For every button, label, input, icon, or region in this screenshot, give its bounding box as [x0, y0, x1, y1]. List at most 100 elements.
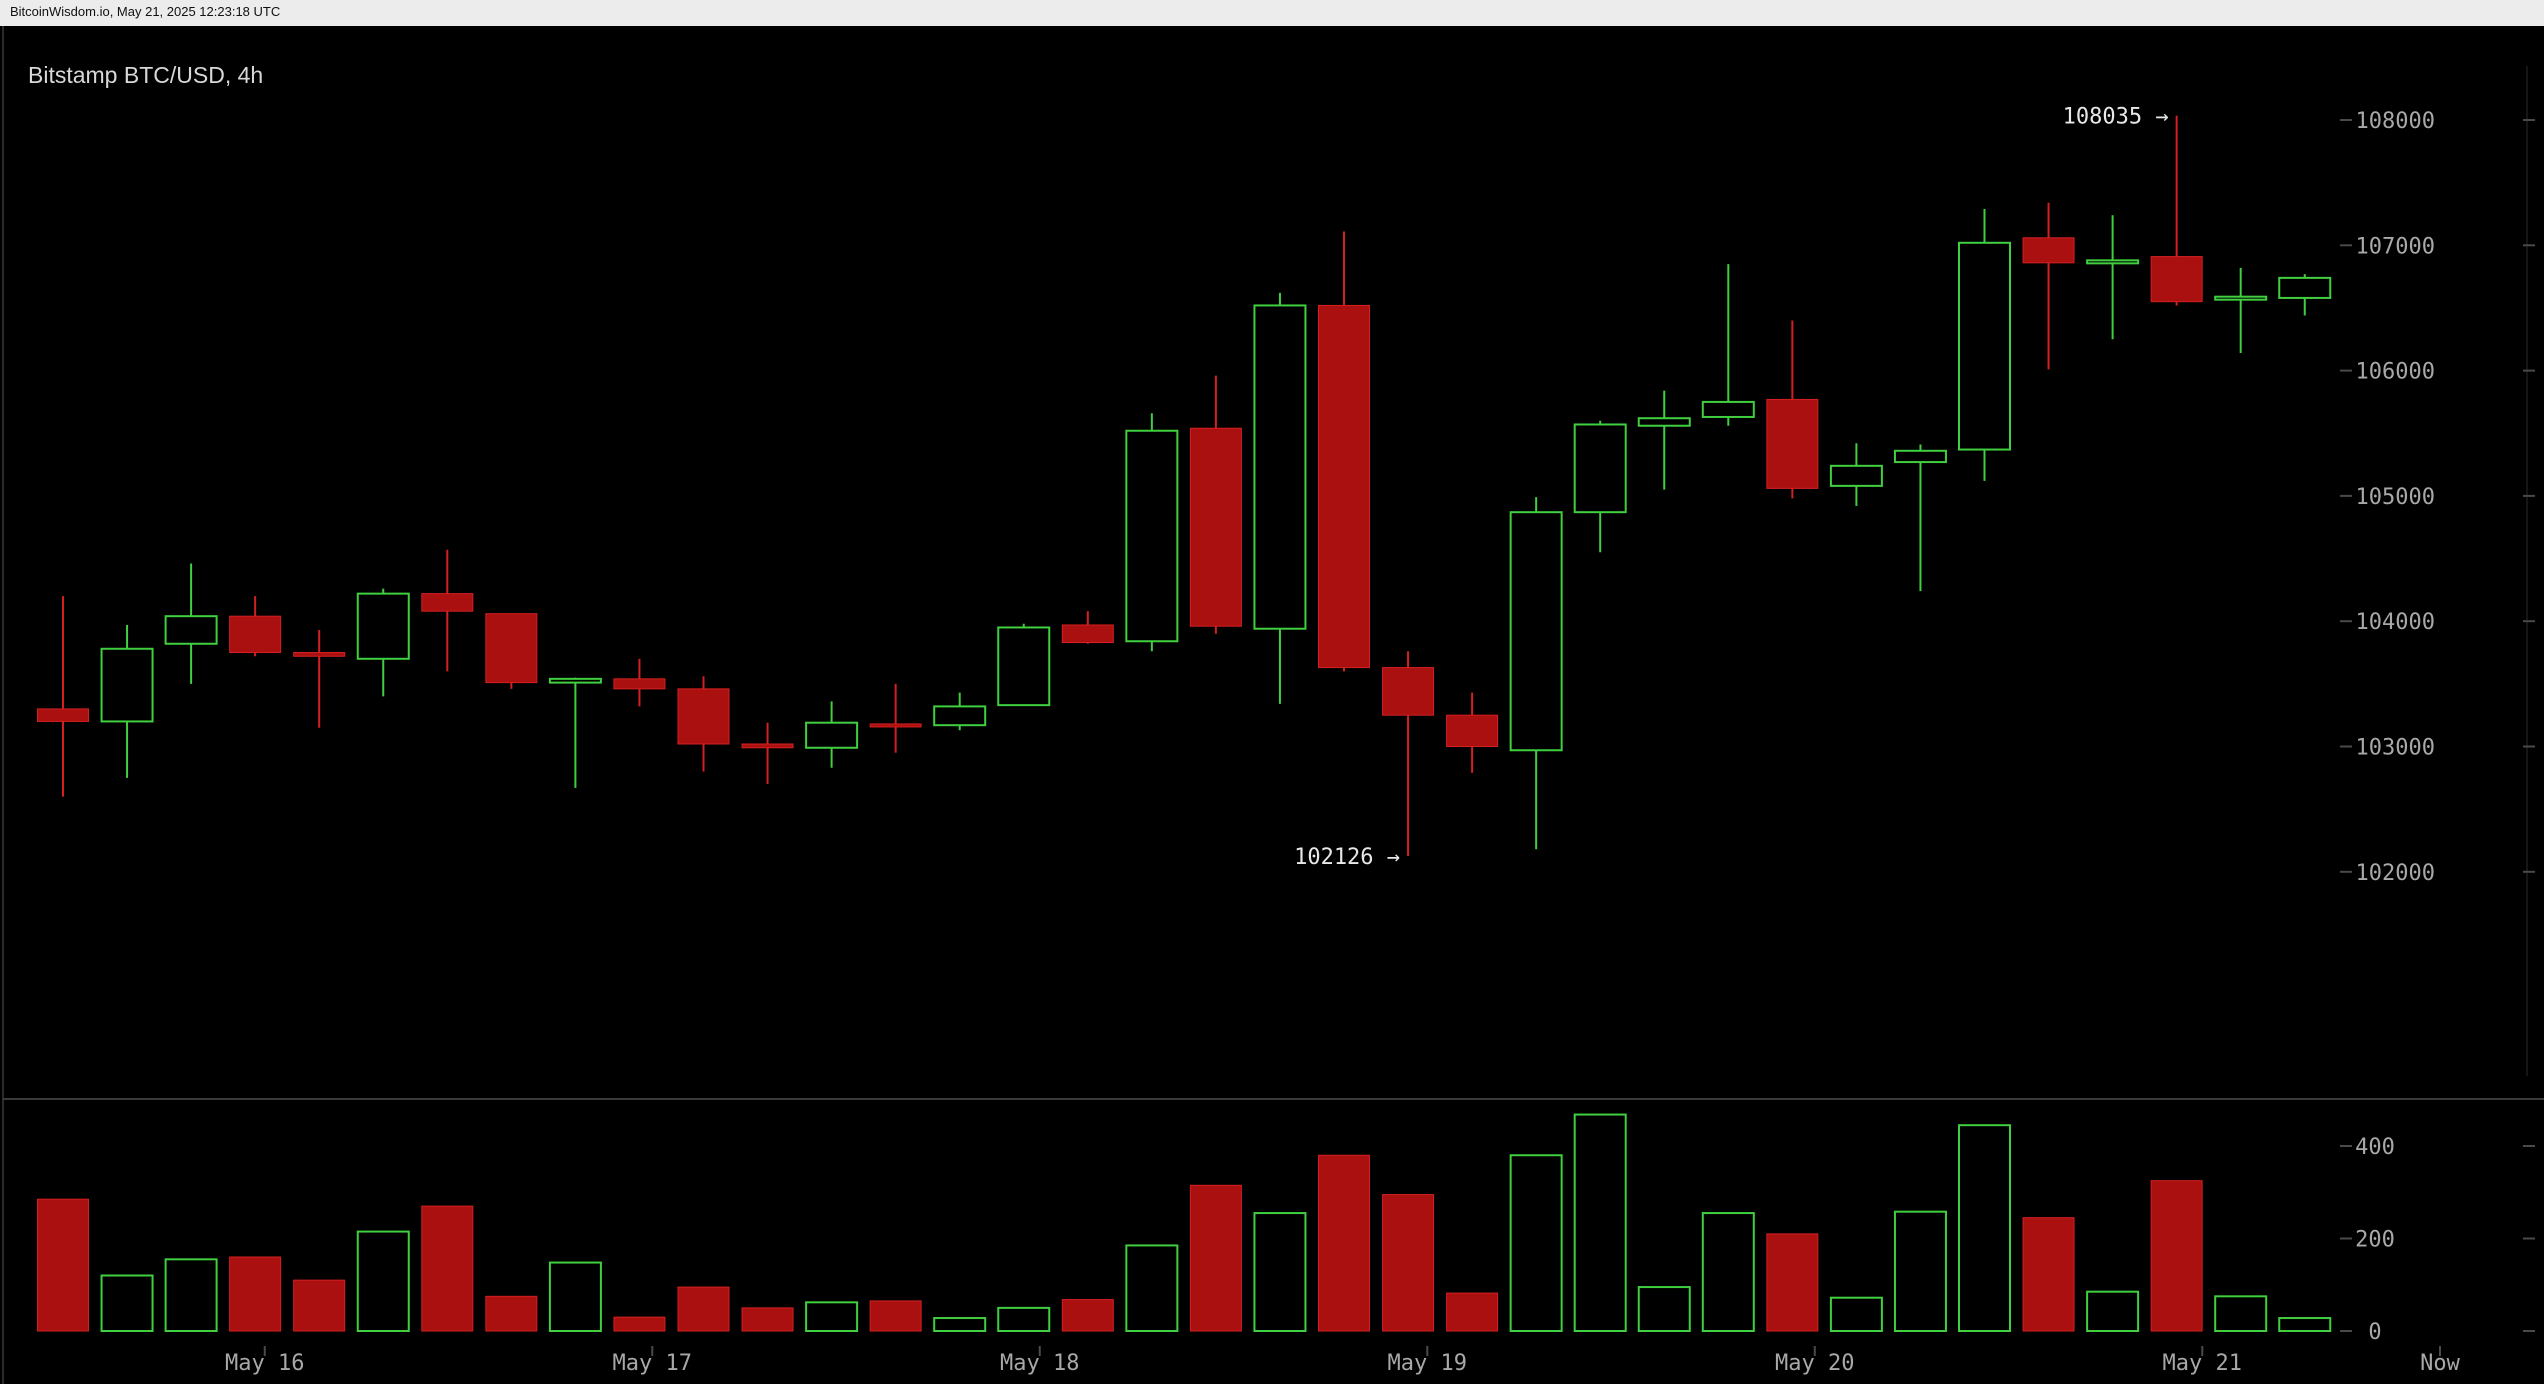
price-tick-label: 108000 — [2356, 109, 2435, 134]
candle — [1061, 611, 1114, 644]
volume-bar-up — [805, 1301, 859, 1332]
candle — [2278, 274, 2332, 316]
candle-body-up — [933, 705, 987, 727]
candlestick-chart: 102000 103000 104000 105000 106000 107000 1080… — [2, 26, 2544, 1384]
candle — [1509, 497, 1563, 850]
candle — [933, 692, 987, 731]
candle — [1382, 651, 1435, 857]
volume-bar-down — [1189, 1184, 1242, 1332]
x-tick-label: May 17 — [613, 1351, 692, 1376]
volume-tick-label: 0 — [2368, 1320, 2381, 1345]
volume-bar-up — [1958, 1124, 2011, 1332]
volume-bar-down — [485, 1295, 538, 1332]
volume-bar-up — [2278, 1317, 2332, 1333]
volume-tick-label: 200 — [2355, 1228, 2395, 1253]
candle-body-up — [1701, 400, 1755, 418]
volume-bar-up — [1509, 1154, 1563, 1332]
candle-body-down — [485, 613, 538, 684]
candle — [869, 683, 922, 753]
candle — [613, 658, 666, 707]
volume-bar-down — [1766, 1233, 1819, 1332]
candle — [1893, 444, 1947, 592]
candle-body-down — [1382, 667, 1435, 716]
volume-bar-down — [613, 1316, 666, 1332]
x-tick-label: May 19 — [1388, 1351, 1467, 1376]
candle-body-down — [37, 708, 89, 722]
x-tick-label: May 20 — [1775, 1351, 1854, 1376]
candle — [1637, 390, 1691, 490]
price-tick-label: 106000 — [2356, 360, 2435, 385]
volume-bar-down — [1446, 1292, 1499, 1332]
x-tick-label: May 16 — [225, 1351, 304, 1376]
candle — [485, 613, 538, 689]
price-tick-label: 104000 — [2356, 610, 2435, 635]
volume-bar-up — [1893, 1210, 1947, 1333]
candle-body-up — [1893, 449, 1947, 464]
candle — [1446, 692, 1499, 773]
x-tick-label: May 18 — [1000, 1351, 1079, 1376]
volume-bar-down — [741, 1307, 794, 1332]
candle — [805, 701, 859, 768]
volume-bar-up — [1573, 1113, 1627, 1333]
candle-body-down — [2150, 256, 2203, 303]
volume-bar-down — [229, 1256, 282, 1332]
volume-bar-up — [164, 1258, 218, 1332]
candle — [37, 596, 89, 797]
header-text: BitcoinWisdom.io, May 21, 2025 12:23:18 … — [10, 4, 281, 19]
volume-bar-down — [421, 1205, 474, 1332]
candle-body-up — [1958, 241, 2011, 451]
candle-body-down — [1061, 624, 1114, 644]
candle-body-down — [293, 652, 346, 657]
volume-bar-down — [1318, 1154, 1370, 1332]
volume-bar-up — [356, 1230, 410, 1332]
candle-body-down — [1189, 427, 1242, 627]
price-tick-label: 102000 — [2356, 861, 2435, 886]
candle — [2214, 267, 2268, 354]
candle-body-down — [1766, 398, 1819, 489]
candle-body-up — [356, 592, 410, 660]
candle-body-down — [613, 678, 666, 690]
volume-bar-down — [677, 1286, 730, 1332]
volume-bar-down — [2022, 1217, 2075, 1332]
candle — [1318, 231, 1370, 672]
candle — [1766, 320, 1819, 499]
price-annotation: 108035 → — [2063, 105, 2169, 130]
candle — [2022, 202, 2075, 370]
candle — [548, 677, 602, 788]
price-annotation: 102126 → — [1294, 845, 1400, 870]
candle — [1958, 208, 2011, 481]
candle-body-up — [2278, 276, 2332, 299]
candle-body-up — [1637, 417, 1691, 427]
candle — [229, 596, 282, 657]
price-tick-label: 103000 — [2356, 736, 2435, 761]
candle — [100, 624, 154, 778]
volume-bar-down — [1382, 1194, 1435, 1332]
candle-body-up — [1829, 464, 1883, 487]
candle-body-down — [741, 743, 794, 749]
candle — [1573, 420, 1627, 553]
candle-body-down — [1446, 714, 1499, 747]
volume-bar-up — [1125, 1244, 1179, 1332]
candle-body-down — [2022, 237, 2075, 264]
volume-bar-down — [37, 1198, 89, 1332]
chart-frame: 102000 103000 104000 105000 106000 107000 1080… — [0, 26, 2544, 1384]
price-tick-label: 107000 — [2356, 234, 2435, 259]
volume-bar-down — [1061, 1299, 1114, 1332]
candle-body-up — [1573, 423, 1627, 514]
candle-body-up — [2214, 295, 2268, 301]
candle-body-down — [1318, 304, 1370, 669]
candle-body-up — [2086, 259, 2140, 265]
candle — [421, 549, 474, 672]
candle-body-up — [100, 647, 154, 723]
candle-body-down — [421, 593, 474, 612]
x-tick-label: May 21 — [2163, 1351, 2242, 1376]
candle — [2086, 215, 2140, 340]
candle — [1125, 413, 1179, 652]
candle — [1189, 375, 1242, 634]
price-tick-label: 105000 — [2356, 485, 2435, 510]
candle-body-up — [1125, 429, 1179, 643]
x-tick-label: Now — [2420, 1351, 2460, 1376]
volume-bar-down — [293, 1279, 346, 1332]
candle — [164, 563, 218, 684]
volume-bar-up — [997, 1306, 1051, 1332]
